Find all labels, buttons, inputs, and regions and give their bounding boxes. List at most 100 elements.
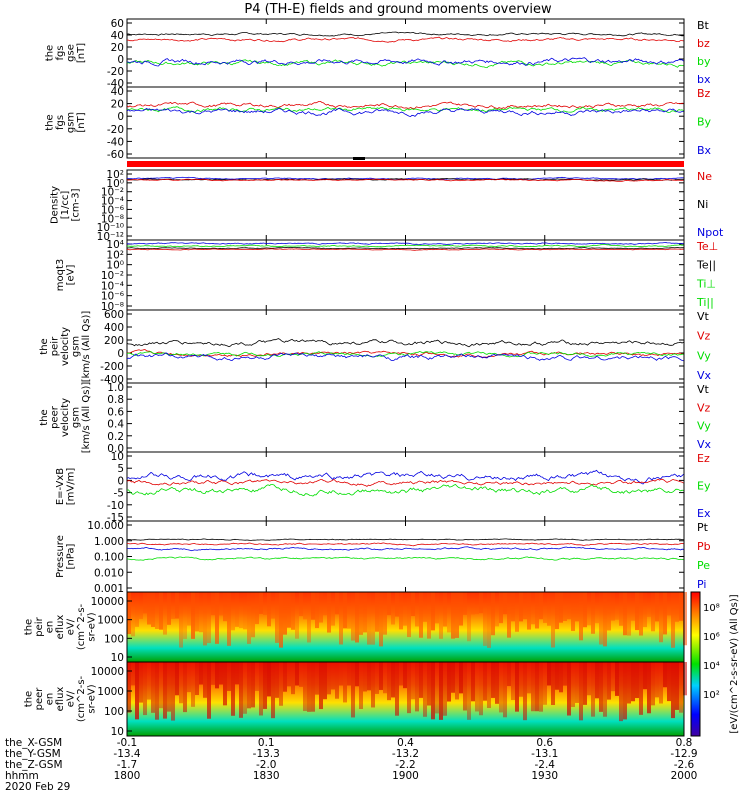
spectrogram-column xyxy=(179,662,183,704)
spectrogram-column xyxy=(659,662,663,704)
y-tick-label: 20 xyxy=(111,42,124,54)
y-tick-label: 10⁰ xyxy=(106,260,124,272)
spectrogram-peer_eflux: 10000 1000 100 10 the peer en eflux eV/(cm^2-s-s… xyxy=(24,661,687,738)
legend-Vt: Vt xyxy=(697,383,710,396)
y-tick-label: 0.4 xyxy=(107,419,124,431)
spectrogram-column xyxy=(547,662,551,686)
spectrogram-column xyxy=(271,592,275,619)
spectrogram-column xyxy=(363,592,367,633)
spectrogram-column xyxy=(347,662,351,686)
legend-Te⊥: Te⊥ xyxy=(696,240,718,253)
spectrogram-column xyxy=(483,592,487,646)
spectrogram-column xyxy=(311,592,315,620)
footer-row-label: hhmm xyxy=(5,770,39,782)
footer-value: 0.8 xyxy=(676,737,693,749)
spectrogram-column xyxy=(359,662,363,709)
panel-frame xyxy=(126,86,685,159)
spectrogram-column xyxy=(619,592,623,626)
legend-Vy: Vy xyxy=(697,420,711,433)
spectrogram-column xyxy=(579,592,583,641)
y-tick-label: 40 xyxy=(111,30,124,42)
series-efield-2 xyxy=(126,484,684,497)
spectrogram-column xyxy=(391,662,395,698)
spectrogram-column xyxy=(239,592,243,629)
spectrogram-column xyxy=(523,662,527,721)
y-axis-label: eV/ xyxy=(66,618,77,635)
spectrogram-column xyxy=(139,592,143,620)
y-tick-label: 1.000 xyxy=(94,536,124,548)
legend-By: By xyxy=(697,116,712,129)
spectrogram-column xyxy=(611,662,615,692)
series-fgs_gsm-2 xyxy=(126,107,684,118)
spectrogram-column xyxy=(191,592,195,639)
spectrogram-column xyxy=(307,662,311,712)
y-tick-label: -20 xyxy=(107,124,124,136)
spectrogram-column xyxy=(667,662,671,702)
spectrogram-column xyxy=(563,662,567,686)
y-tick-label: 10⁴ xyxy=(106,239,124,251)
spectrogram-column xyxy=(527,662,531,694)
spectrogram-column xyxy=(503,592,507,615)
spectrogram-column xyxy=(147,592,151,625)
spectrogram-column xyxy=(319,592,323,623)
panel-density: 10²10⁰10⁻²10⁻⁴10⁻⁶10⁻⁸10⁻¹⁰10⁻¹²Density[… xyxy=(50,169,724,243)
y-tick-label: 400 xyxy=(104,322,124,334)
series-pressure-0 xyxy=(126,538,684,541)
spectrogram-column xyxy=(335,592,339,615)
spectrogram-column xyxy=(507,592,511,638)
spectrogram-column xyxy=(643,662,647,690)
colorbar-tick-label: 10⁶ xyxy=(703,632,720,643)
spectrogram-column xyxy=(423,662,427,717)
spectrogram-column xyxy=(495,592,499,627)
spectrogram-column xyxy=(191,662,195,707)
spectrogram-column xyxy=(223,662,227,706)
spectrogram-column xyxy=(463,662,467,711)
spectrogram-column xyxy=(355,592,359,643)
y-axis-label: gsm xyxy=(71,407,82,428)
y-axis-label: [mV/m] xyxy=(65,468,76,506)
y-tick-label: 0.010 xyxy=(94,567,124,579)
spectrogram-column xyxy=(627,592,631,636)
spectrogram-column xyxy=(291,592,295,630)
footer-value: 0.4 xyxy=(397,737,414,749)
spectrogram-column xyxy=(167,662,171,712)
spectrogram-column xyxy=(231,592,235,631)
y-axis-label: Pressure xyxy=(55,535,66,578)
spectrogram-column xyxy=(515,662,519,712)
spectrogram-column xyxy=(187,592,191,626)
spectrogram-column xyxy=(355,662,359,687)
footer-row-label: the_Z-GSM xyxy=(5,759,63,771)
series-efield-0 xyxy=(126,469,684,485)
spectrogram-column xyxy=(279,662,283,706)
spectrogram-column xyxy=(339,662,343,686)
spectrogram-column xyxy=(415,592,419,627)
legend-Vz: Vz xyxy=(697,401,711,414)
spectrogram-column xyxy=(359,592,363,635)
y-tick-label: 200 xyxy=(104,335,124,347)
spectrogram-column xyxy=(515,592,519,632)
spectrogram-column xyxy=(263,662,267,709)
spectrogram-column xyxy=(487,592,491,648)
y-axis-label: the xyxy=(24,691,35,707)
spectrogram-column xyxy=(227,662,231,691)
spectrogram-column xyxy=(391,592,395,625)
y-axis-label: [km/s (All Qs)] xyxy=(81,382,92,454)
footer-value: 1930 xyxy=(531,770,558,782)
footer-value: 2000 xyxy=(671,770,698,782)
spectrogram-column xyxy=(511,592,515,622)
y-axis-label: eflux xyxy=(55,687,66,712)
colorbar-tick-label: 10⁸ xyxy=(703,603,720,614)
spectrogram-column xyxy=(407,662,411,714)
series-peir_vel-3 xyxy=(126,352,684,362)
legend-Ti⊥: Ti⊥ xyxy=(696,277,716,290)
spectrogram-column xyxy=(531,592,535,625)
spectrogram-column xyxy=(507,662,511,687)
spectrogram-column xyxy=(235,662,239,685)
colorbar-tick-label: 10² xyxy=(703,690,720,701)
series-fgs_gsm-0 xyxy=(126,101,684,110)
y-tick-label: 10 xyxy=(111,451,124,463)
